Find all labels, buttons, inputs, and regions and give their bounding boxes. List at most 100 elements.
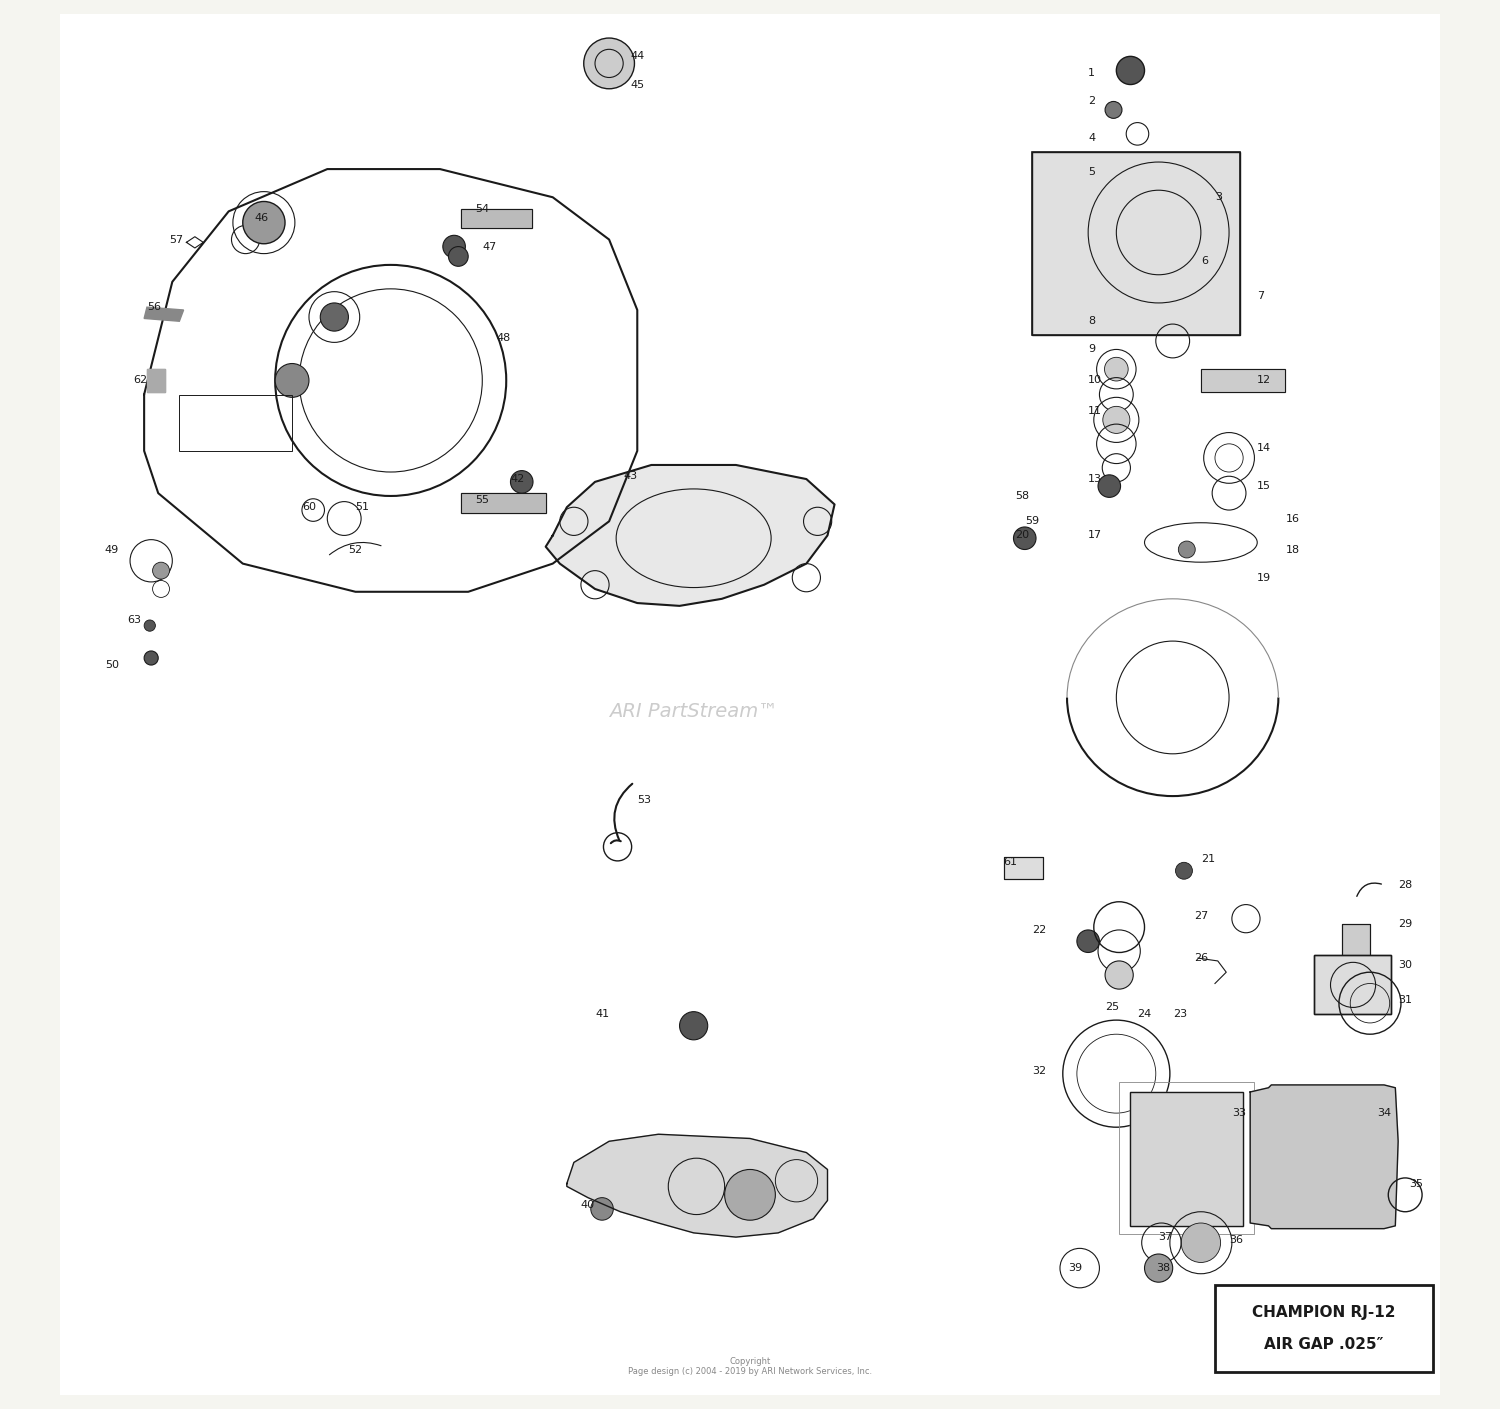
Text: 59: 59 (1024, 516, 1039, 527)
Text: 36: 36 (1228, 1234, 1244, 1246)
Text: 63: 63 (128, 614, 141, 626)
Text: 49: 49 (105, 544, 118, 555)
Text: 20: 20 (1016, 530, 1029, 541)
Text: 25: 25 (1106, 1002, 1119, 1013)
Text: 7: 7 (1257, 290, 1264, 302)
Circle shape (144, 651, 158, 665)
Polygon shape (1202, 369, 1286, 392)
Text: 55: 55 (476, 495, 489, 506)
Text: 46: 46 (254, 213, 268, 224)
Text: 58: 58 (1016, 490, 1029, 502)
Text: 3: 3 (1215, 192, 1222, 203)
Circle shape (510, 471, 532, 493)
Text: 38: 38 (1156, 1262, 1170, 1274)
Text: 60: 60 (302, 502, 316, 513)
Text: 31: 31 (1398, 995, 1411, 1006)
Text: 11: 11 (1088, 406, 1102, 417)
Bar (1131, 1092, 1244, 1226)
Text: 17: 17 (1088, 530, 1102, 541)
Circle shape (274, 364, 309, 397)
Text: 28: 28 (1398, 879, 1413, 890)
Text: 27: 27 (1194, 910, 1208, 921)
Text: 54: 54 (476, 203, 489, 214)
Bar (1314, 955, 1390, 1014)
Circle shape (1106, 101, 1122, 118)
Circle shape (1014, 527, 1036, 550)
Text: AIR GAP .025″: AIR GAP .025″ (1264, 1337, 1384, 1351)
Bar (1342, 924, 1370, 967)
Bar (1032, 152, 1240, 335)
Bar (1004, 857, 1042, 879)
Circle shape (724, 1169, 776, 1220)
Bar (1119, 1082, 1254, 1234)
Circle shape (243, 201, 285, 244)
Circle shape (1077, 930, 1100, 952)
Text: 23: 23 (1173, 1009, 1186, 1020)
Text: 26: 26 (1194, 952, 1208, 964)
Circle shape (591, 1198, 613, 1220)
Text: 42: 42 (510, 473, 525, 485)
Text: 43: 43 (622, 471, 638, 482)
Circle shape (1098, 475, 1120, 497)
Text: 35: 35 (1410, 1178, 1424, 1189)
Bar (1314, 955, 1390, 1014)
Bar (1202, 369, 1286, 392)
Text: 15: 15 (1257, 480, 1270, 492)
Circle shape (1176, 862, 1192, 879)
Circle shape (1104, 358, 1128, 380)
Text: 48: 48 (496, 333, 510, 344)
Text: 37: 37 (1158, 1231, 1173, 1243)
Circle shape (442, 235, 465, 258)
Text: 30: 30 (1398, 960, 1411, 971)
Bar (1032, 152, 1240, 335)
Text: 39: 39 (1068, 1262, 1083, 1274)
Text: 57: 57 (170, 234, 183, 245)
Text: 62: 62 (134, 375, 147, 386)
Text: ARI PartStream™: ARI PartStream™ (609, 702, 778, 721)
Polygon shape (460, 209, 531, 228)
Text: 45: 45 (630, 79, 645, 90)
Bar (147, 369, 165, 392)
Circle shape (1180, 1223, 1221, 1262)
Polygon shape (1131, 1092, 1244, 1226)
Circle shape (153, 562, 170, 579)
Text: 52: 52 (348, 544, 363, 555)
Text: 24: 24 (1137, 1009, 1152, 1020)
Polygon shape (147, 369, 165, 392)
Circle shape (1102, 406, 1130, 434)
Circle shape (680, 1012, 708, 1040)
Text: 33: 33 (1232, 1107, 1246, 1119)
Bar (1215, 1285, 1434, 1372)
Text: 13: 13 (1088, 473, 1102, 485)
Text: 50: 50 (105, 659, 118, 671)
Text: 21: 21 (1202, 854, 1215, 865)
Bar (1004, 857, 1042, 879)
Text: 10: 10 (1088, 375, 1102, 386)
Text: 1: 1 (1088, 68, 1095, 79)
Text: 40: 40 (580, 1199, 596, 1210)
Circle shape (1116, 56, 1144, 85)
Text: 4: 4 (1088, 132, 1095, 144)
Text: 41: 41 (596, 1009, 609, 1020)
Polygon shape (144, 307, 183, 321)
Text: 22: 22 (1032, 924, 1046, 936)
Polygon shape (546, 465, 834, 606)
Text: 44: 44 (630, 51, 645, 62)
Text: 56: 56 (147, 302, 160, 313)
Circle shape (1106, 961, 1132, 989)
Bar (460, 209, 531, 228)
Circle shape (144, 620, 156, 631)
Bar (460, 493, 546, 513)
Polygon shape (1250, 1085, 1398, 1229)
Text: 6: 6 (1202, 255, 1208, 266)
Text: 29: 29 (1398, 919, 1413, 930)
Text: 8: 8 (1088, 316, 1095, 327)
Text: 34: 34 (1377, 1107, 1390, 1119)
Bar (1342, 924, 1370, 967)
Text: CHAMPION RJ-12: CHAMPION RJ-12 (1252, 1306, 1396, 1320)
Text: 47: 47 (483, 241, 496, 252)
Circle shape (448, 247, 468, 266)
Text: 51: 51 (356, 502, 369, 513)
Text: 12: 12 (1257, 375, 1272, 386)
Text: 16: 16 (1286, 513, 1299, 524)
